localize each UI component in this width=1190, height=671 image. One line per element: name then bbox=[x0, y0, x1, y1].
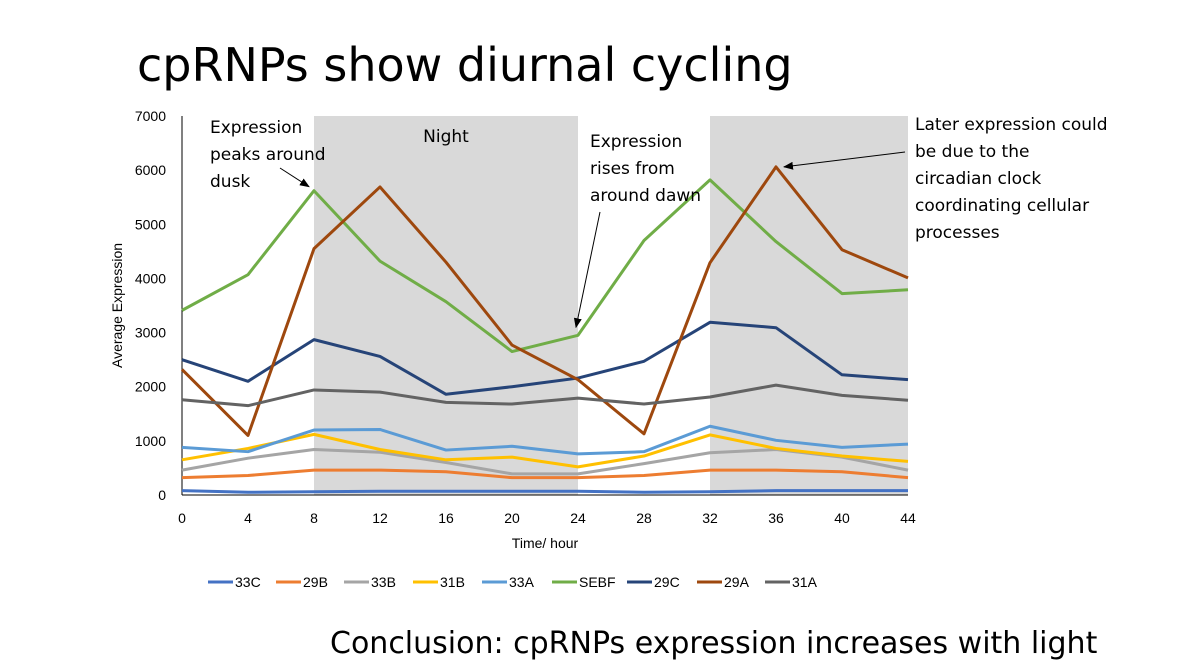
y-tick-label: 7000 bbox=[135, 108, 166, 124]
series-line-SEBF bbox=[181, 178, 909, 354]
series-line-33C bbox=[181, 489, 908, 494]
x-tick-label: 8 bbox=[310, 510, 318, 526]
x-tick-label: 4 bbox=[244, 510, 252, 526]
annotation-1-arrow bbox=[279, 167, 310, 188]
legend-label-SEBF: SEBF bbox=[579, 574, 616, 590]
annotation-3-line: be due to the bbox=[915, 142, 1029, 162]
y-tick-label: 6000 bbox=[135, 162, 166, 178]
series-line-31A bbox=[181, 383, 909, 408]
x-tick-label: 16 bbox=[438, 510, 454, 526]
axes-layer: 0 1000 2000 3000 4000 5000 6000 7000 0 4 8 12 16 20 24… bbox=[135, 108, 916, 526]
series-line-29C bbox=[181, 320, 909, 396]
series-line-33A bbox=[181, 424, 909, 456]
annotation-1-line: peaks around bbox=[210, 145, 326, 165]
y-axis-title: Average Expression bbox=[109, 243, 125, 368]
legend: 33C 29B 33B 31B 33A SEBF 29C 29A 31A bbox=[208, 574, 818, 590]
x-tick-label: 40 bbox=[834, 510, 850, 526]
y-tick-label: 4000 bbox=[135, 270, 166, 286]
annotation-3-line: circadian clock bbox=[915, 169, 1041, 189]
series-layer bbox=[180, 165, 909, 494]
night-band-1 bbox=[314, 116, 578, 495]
x-tick-label: 32 bbox=[702, 510, 718, 526]
annotation-3-line: coordinating cellular bbox=[915, 196, 1089, 216]
annotation-2-line: rises from bbox=[590, 159, 675, 179]
legend-label-33B: 33B bbox=[371, 574, 396, 590]
night-label: Night bbox=[423, 127, 469, 147]
x-tick-label: 20 bbox=[504, 510, 520, 526]
y-tick-label: 1000 bbox=[135, 433, 166, 449]
annotation-1-line: dusk bbox=[210, 172, 250, 192]
legend-label-29B: 29B bbox=[303, 574, 328, 590]
series-line-29B bbox=[181, 468, 909, 480]
legend-label-31B: 31B bbox=[440, 574, 465, 590]
y-tick-label: 2000 bbox=[135, 379, 166, 395]
annotation-3-line: Later expression could bbox=[915, 115, 1108, 135]
annotation-2-line: Expression bbox=[590, 132, 682, 152]
slide-title: cpRNPs show diurnal cycling bbox=[137, 38, 793, 92]
x-tick-label: 44 bbox=[900, 510, 916, 526]
x-tick-label: 36 bbox=[768, 510, 784, 526]
annotation-1-line: Expression bbox=[210, 118, 302, 138]
annotation-layer: Expression peaks around dusk Expression rise… bbox=[210, 115, 1108, 329]
annotation-2-arrow bbox=[573, 211, 601, 329]
x-tick-label: 0 bbox=[178, 510, 186, 526]
night-band-2 bbox=[710, 116, 908, 495]
y-tick-label: 3000 bbox=[135, 325, 166, 341]
y-tick-label: 0 bbox=[158, 487, 166, 503]
legend-label-29A: 29A bbox=[724, 574, 750, 590]
series-line-29A bbox=[180, 165, 909, 437]
legend-label-33A: 33A bbox=[509, 574, 535, 590]
legend-label-31A: 31A bbox=[792, 574, 818, 590]
night-shading-layer bbox=[314, 116, 908, 495]
x-tick-label: 28 bbox=[636, 510, 652, 526]
annotation-2-line: around dawn bbox=[590, 186, 701, 206]
legend-label-33C: 33C bbox=[235, 574, 261, 590]
annotation-3-line: processes bbox=[915, 223, 1000, 243]
conclusion-text: Conclusion: cpRNPs expression increases … bbox=[330, 626, 1098, 661]
series-line-31B bbox=[181, 432, 909, 469]
x-axis-title: Time/ hour bbox=[512, 535, 579, 551]
x-tick-label: 12 bbox=[372, 510, 388, 526]
y-tick-label: 5000 bbox=[135, 216, 166, 232]
x-tick-label: 24 bbox=[570, 510, 586, 526]
legend-label-29C: 29C bbox=[654, 574, 680, 590]
annotation-3-arrow bbox=[783, 151, 906, 170]
